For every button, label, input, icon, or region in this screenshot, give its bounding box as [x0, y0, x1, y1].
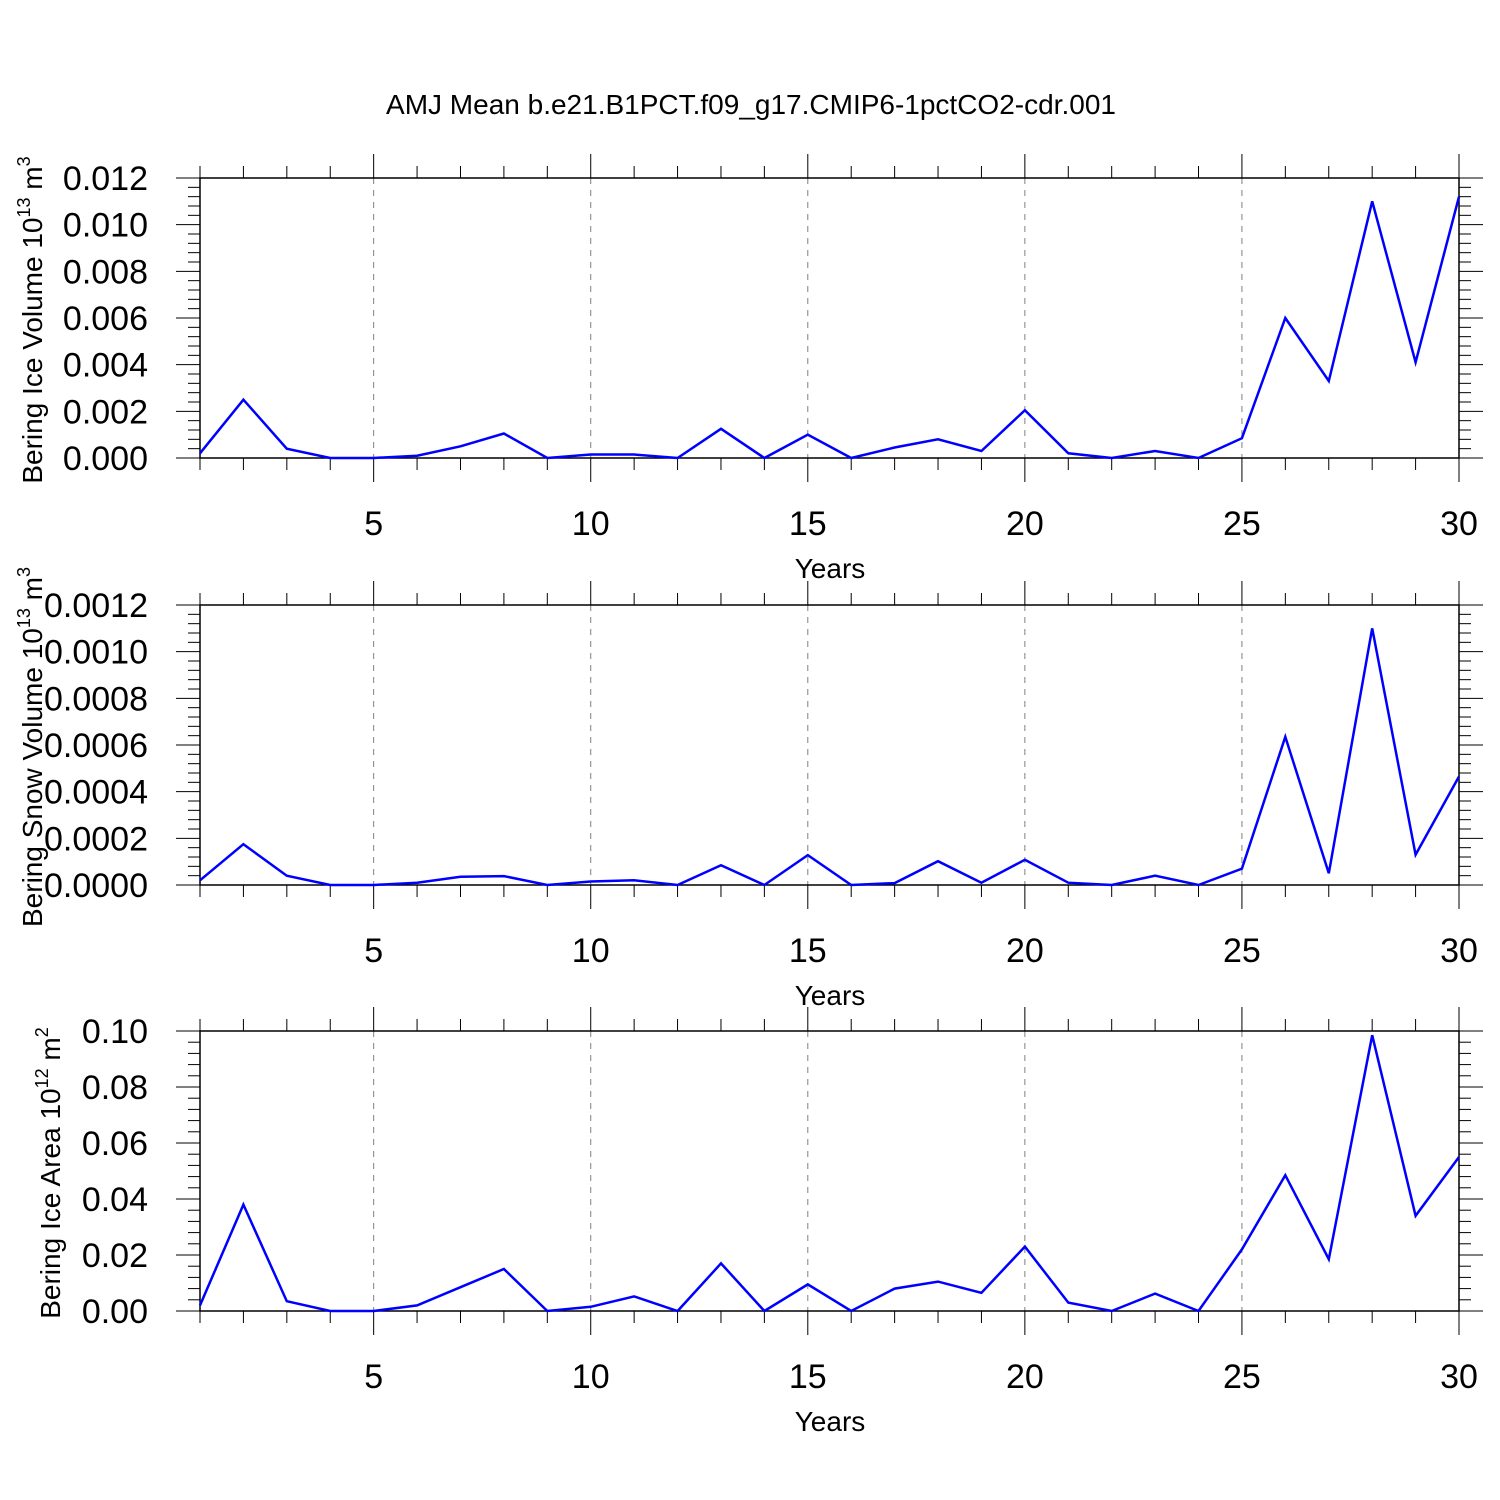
- y-tick-label: 0.004: [63, 347, 148, 385]
- y-tick-label: 0.08: [82, 1069, 148, 1107]
- y-tick-label: 0.02: [82, 1237, 148, 1275]
- x-tick-label: 30: [1440, 505, 1478, 543]
- y-axis-label: Bering Snow Volume 1013 m3: [14, 567, 48, 927]
- x-axis-label: Years: [795, 1406, 866, 1437]
- chart-panel-1: 5 10 15 20 25 30 Years 0.000 0.002 0.004 0.006 0.00…: [14, 154, 1483, 584]
- x-tick-label: 20: [1006, 505, 1044, 543]
- x-tick-label: 30: [1440, 1358, 1478, 1396]
- x-tick-label: 25: [1223, 505, 1261, 543]
- y-tick-label: 0.0002: [44, 820, 148, 858]
- x-tick-label: 10: [572, 505, 610, 543]
- y-tick-label: 0.00: [82, 1293, 148, 1331]
- y-tick-label: 0.012: [63, 160, 148, 198]
- y-axis-label: Bering Ice Area 1012 m2: [32, 1027, 66, 1319]
- chart-panel-3: 5 10 15 20 25 30 Years 0.00 0.02 0.04 0.06 0.08 0.10…: [32, 1007, 1483, 1437]
- chart-panel-2: 5 10 15 20 25 30 Years 0.0000 0.0002 0.0004 0.0006…: [14, 567, 1483, 1011]
- x-tick-label: 10: [572, 932, 610, 970]
- x-tick-label: 20: [1006, 932, 1044, 970]
- x-tick-label: 10: [572, 1358, 610, 1396]
- figure-title: AMJ Mean b.e21.B1PCT.f09_g17.CMIP6-1pctC…: [386, 89, 1116, 120]
- y-tick-label: 0.002: [63, 393, 148, 431]
- y-tick-label: 0.008: [63, 253, 148, 291]
- x-axis-label: Years: [795, 980, 866, 1011]
- series-line: [199, 628, 1461, 887]
- series-line: [198, 1034, 1461, 1313]
- y-tick-label: 0.06: [82, 1125, 148, 1163]
- panels: 5 10 15 20 25 30 Years 0.000 0.002 0.004 0.006 0.00…: [14, 154, 1483, 1437]
- x-axis-label: Years: [795, 553, 866, 584]
- x-tick-label: 25: [1223, 1358, 1261, 1396]
- x-tick-label: 20: [1006, 1358, 1044, 1396]
- x-tick-label: 15: [789, 1358, 827, 1396]
- y-tick-label: 0.0010: [44, 634, 148, 672]
- y-tick-label: 0.0004: [44, 774, 148, 812]
- y-axis-label: Bering Ice Volume 1013 m3: [14, 156, 48, 483]
- y-tick-label: 0.0008: [44, 680, 148, 718]
- y-tick-label: 0.010: [63, 207, 148, 245]
- x-tick-label: 30: [1440, 932, 1478, 970]
- y-tick-label: 0.0012: [44, 587, 148, 625]
- x-tick-label: 15: [789, 932, 827, 970]
- y-tick-label: 0.0000: [44, 867, 148, 905]
- y-tick-label: 0.04: [82, 1181, 148, 1219]
- x-tick-label: 15: [789, 505, 827, 543]
- x-tick-label: 25: [1223, 932, 1261, 970]
- y-tick-label: 0.006: [63, 300, 148, 338]
- x-tick-label: 5: [364, 1358, 383, 1396]
- y-tick-label: 0.000: [63, 440, 148, 478]
- series-line: [199, 196, 1461, 460]
- x-tick-label: 5: [364, 505, 383, 543]
- y-tick-label: 0.10: [82, 1013, 148, 1051]
- x-tick-label: 5: [364, 932, 383, 970]
- y-tick-label: 0.0006: [44, 727, 148, 765]
- plot-frame: [199, 1030, 1460, 1312]
